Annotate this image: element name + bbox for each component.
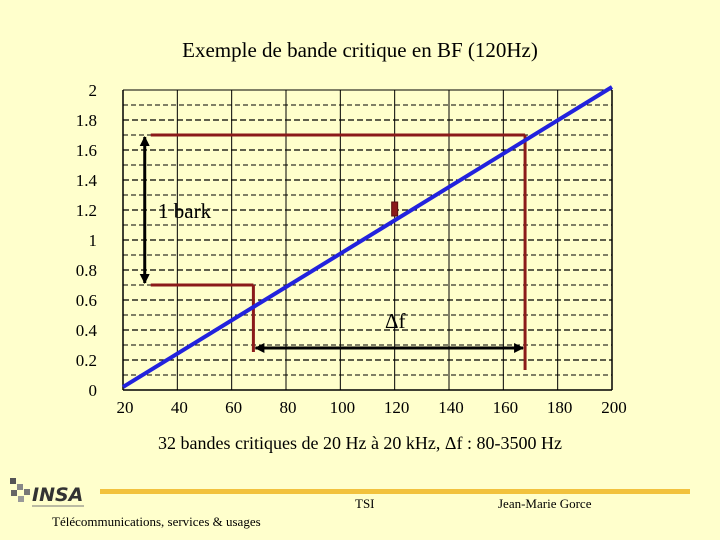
y-tick-label: 0.6 [76,291,97,310]
footer-department: TSI [355,496,375,511]
footer-author: Jean-Marie Gorce [498,496,592,511]
x-tick-label: 120 [384,398,410,417]
chart-caption: 32 bandes critiques de 20 Hz à 20 kHz, Δ… [158,433,562,453]
y-tick-label: 1.4 [76,171,98,190]
x-tick-label: 20 [117,398,134,417]
insa-logo: INSA [8,470,88,514]
x-tick-label: 200 [601,398,627,417]
logo-text: INSA [32,484,83,506]
x-tick-label: 40 [171,398,188,417]
y-tick-label: 0.4 [76,321,98,340]
y-tick-label: 0 [89,381,98,400]
center-frequency-marker [391,201,399,217]
footer-divider [100,489,690,494]
y-tick-label: 0.2 [76,351,97,370]
chart-title: Exemple de bande critique en BF (120Hz) [182,38,538,62]
y-tick-label: 0.8 [76,261,97,280]
y-tick-label: 1 [89,231,98,250]
delta-f-label: Δf [385,309,406,333]
bark-curve-line [121,85,614,389]
y-tick-label: 1.2 [76,201,97,220]
footer-organization: Télécommunications, services & usages [52,514,261,529]
y-tick-label: 2 [89,81,98,100]
x-tick-label: 60 [225,398,242,417]
y-tick-label: 1.6 [76,141,97,160]
x-tick-label: 140 [438,398,464,417]
x-tick-label: 80 [280,398,297,417]
x-tick-label: 100 [330,398,356,417]
insa-logo-icon: INSA [10,478,84,507]
y-tick-label: 1.8 [76,111,97,130]
x-tick-label: 160 [493,398,519,417]
bark-label: 1 bark [158,199,212,223]
x-tick-label: 180 [547,398,573,417]
